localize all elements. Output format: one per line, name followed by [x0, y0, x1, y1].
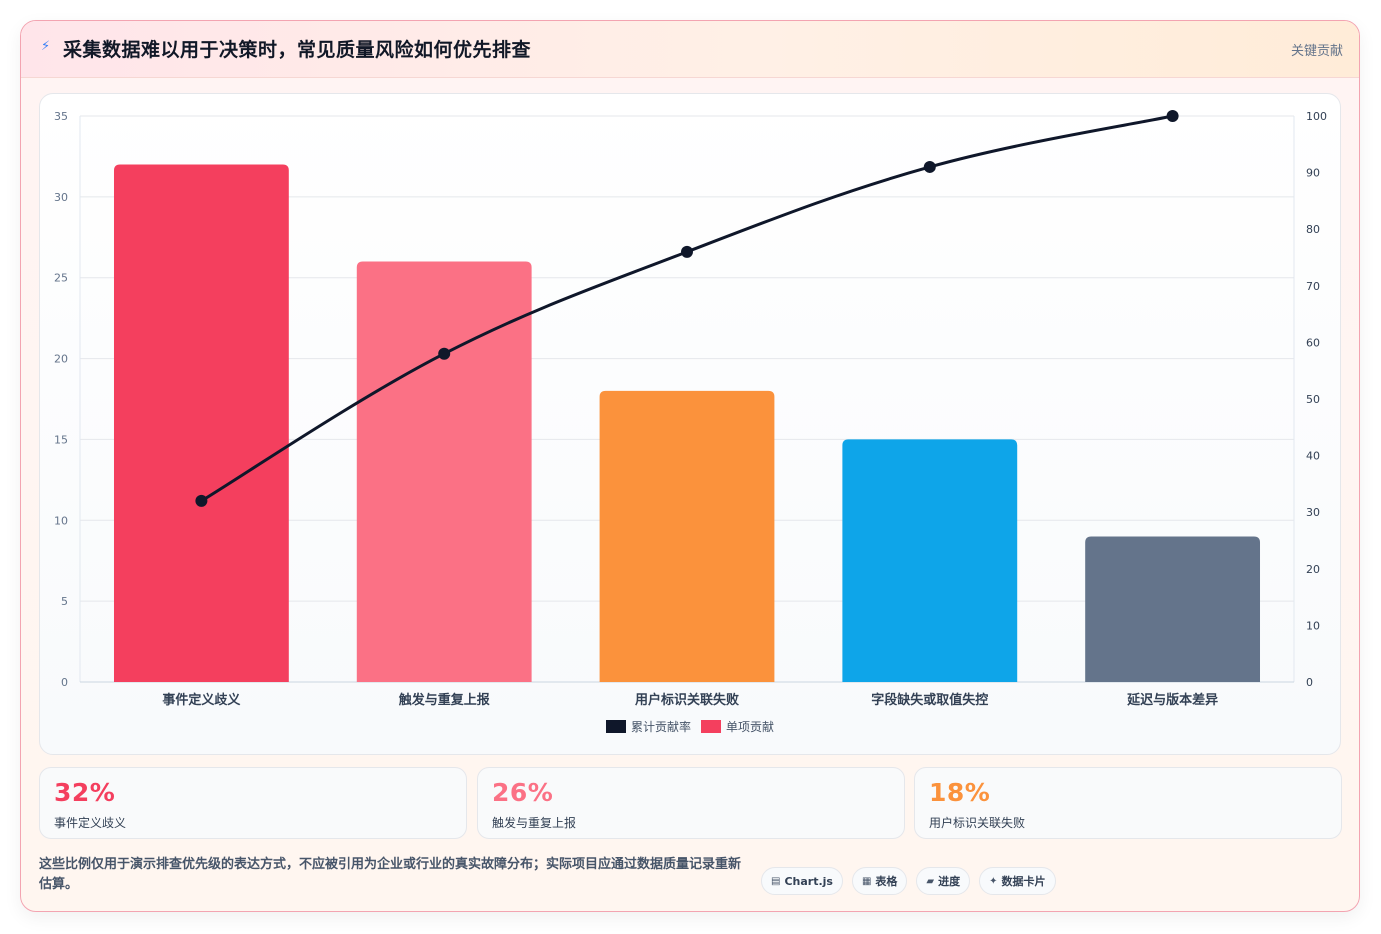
tag-progress[interactable]: ▰ 进度: [916, 867, 971, 895]
tag-label: 数据卡片: [1001, 875, 1046, 888]
tag-label: Chart.js: [784, 874, 833, 888]
x-category-label: 延迟与版本差异: [1126, 692, 1218, 708]
stat-card-1: 32% 事件定义歧义: [39, 767, 467, 839]
tag-table[interactable]: ▦ 表格: [851, 867, 908, 895]
stat-value: 26%: [492, 778, 554, 807]
sparkle-icon: ✦: [989, 875, 998, 887]
bar-2: [356, 261, 532, 682]
tag-label: 进度: [938, 875, 961, 888]
y-left-tick-label: 0: [61, 676, 68, 689]
legend-swatch: [701, 720, 721, 733]
bar-5: [1085, 536, 1261, 682]
tag-label: 表格: [875, 875, 898, 888]
y-right-tick-label: 90: [1306, 167, 1320, 180]
y-right-tick-label: 60: [1306, 336, 1320, 349]
x-category-label: 事件定义歧义: [162, 692, 241, 708]
tag-list: ▤ Chart.js ▦ 表格 ▰ 进度 ✦ 数据卡片: [761, 867, 1056, 895]
stat-label: 触发与重复上报: [492, 816, 577, 830]
card-header: ⚡ 采集数据难以用于决策时，常见质量风险如何优先排查 关键贡献: [21, 21, 1359, 78]
cumulative-point-2: [438, 347, 451, 360]
cumulative-point-1: [195, 494, 208, 507]
pareto-chart-panel: 0 5 10 15 20 25 30 35 0 10 20 30 40 50 60 70 80 90 100 事件定义…: [39, 93, 1341, 755]
legend-swatch: [606, 720, 626, 733]
progress-icon: ▰: [926, 875, 935, 887]
y-left-tick-label: 10: [54, 514, 68, 527]
stat-card-3: 18% 用户标识关联失败: [914, 767, 1342, 839]
chart-icon: ▤: [771, 875, 781, 887]
y-left-tick-label: 25: [54, 272, 68, 285]
y-right-tick-label: 10: [1306, 619, 1320, 632]
legend-label: 单项贡献: [726, 719, 774, 734]
lightning-icon: ⚡: [41, 39, 51, 54]
y-left-tick-label: 35: [54, 110, 68, 123]
stat-card-2: 26% 触发与重复上报: [477, 767, 905, 839]
y-right-tick-label: 20: [1306, 563, 1320, 576]
cumulative-point-4: [923, 160, 936, 173]
table-icon: ▦: [861, 875, 872, 887]
y-right-tick-label: 0: [1306, 676, 1313, 689]
pareto-chart: 0 5 10 15 20 25 30 35 0 10 20 30 40 50 60 70 80 90 100 事件定义…: [54, 110, 1327, 734]
y-right-tick-label: 80: [1306, 223, 1320, 236]
stat-value: 18%: [929, 778, 991, 807]
y-right-tick-label: 30: [1306, 506, 1320, 519]
stat-label: 事件定义歧义: [54, 816, 127, 830]
bar-3: [599, 390, 775, 682]
tag-data-card[interactable]: ✦ 数据卡片: [979, 867, 1056, 895]
x-category-label: 触发与重复上报: [398, 692, 491, 708]
cumulative-point-5: [1166, 110, 1179, 122]
y-right-tick-label: 70: [1306, 280, 1320, 293]
page-title: 采集数据难以用于决策时，常见质量风险如何优先排查: [63, 39, 532, 61]
legend-label: 累计贡献率: [631, 719, 691, 734]
tag-chartjs[interactable]: ▤ Chart.js: [761, 867, 843, 895]
y-left-tick-label: 30: [54, 191, 68, 204]
report-card: ⚡ 采集数据难以用于决策时，常见质量风险如何优先排查 关键贡献 0 5 10 15 20…: [20, 20, 1360, 912]
bar-1: [113, 164, 289, 682]
bar-4: [842, 439, 1018, 682]
stat-label: 用户标识关联失败: [929, 816, 1026, 830]
x-category-label: 用户标识关联失败: [634, 692, 739, 708]
cumulative-point-3: [681, 245, 693, 258]
y-right-tick-label: 100: [1306, 110, 1327, 123]
y-right-tick-label: 40: [1306, 450, 1320, 463]
y-right-tick-label: 50: [1306, 393, 1320, 406]
y-left-tick-label: 15: [54, 433, 68, 446]
stat-value: 32%: [54, 778, 116, 807]
key-contribution-link[interactable]: 关键贡献: [1290, 44, 1343, 59]
y-left-tick-label: 5: [61, 595, 68, 608]
y-left-tick-label: 20: [54, 353, 68, 366]
x-category-label: 字段缺失或取值失控: [871, 692, 988, 708]
disclaimer-note: 这些比例仅用于演示排查优先级的表达方式，不应被引用为企业或行业的真实故障分布；实…: [39, 857, 742, 892]
